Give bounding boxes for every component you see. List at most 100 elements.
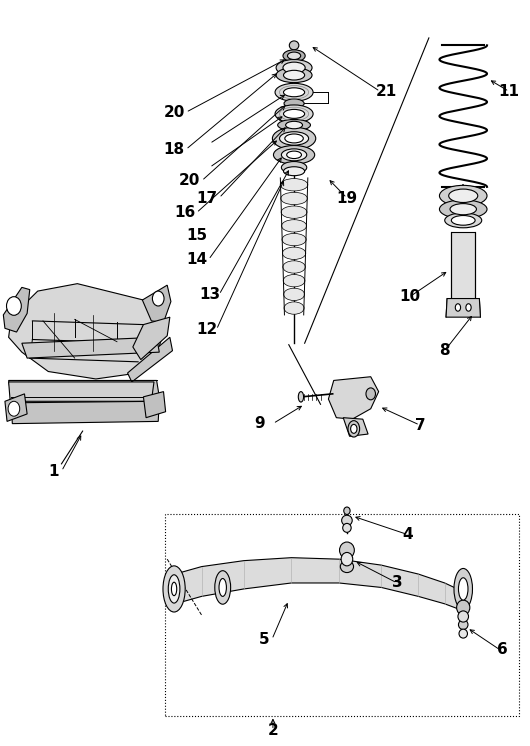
Ellipse shape [272, 128, 316, 150]
Text: 16: 16 [174, 205, 195, 220]
Polygon shape [329, 377, 378, 419]
Ellipse shape [342, 515, 352, 526]
Polygon shape [3, 287, 30, 332]
Polygon shape [343, 418, 368, 436]
Polygon shape [8, 382, 154, 401]
Ellipse shape [287, 151, 302, 159]
Ellipse shape [273, 145, 315, 164]
Ellipse shape [298, 392, 304, 402]
Text: 11: 11 [499, 84, 520, 99]
Text: 3: 3 [392, 575, 402, 591]
Polygon shape [175, 558, 461, 609]
Text: 10: 10 [400, 289, 421, 304]
Text: 2: 2 [268, 723, 278, 738]
Text: 12: 12 [196, 322, 217, 337]
Ellipse shape [351, 424, 357, 433]
Ellipse shape [450, 204, 476, 215]
Text: 17: 17 [196, 190, 217, 205]
Ellipse shape [458, 620, 468, 630]
Ellipse shape [281, 149, 307, 161]
Ellipse shape [340, 561, 354, 573]
Polygon shape [22, 337, 160, 358]
Ellipse shape [286, 122, 303, 129]
Ellipse shape [8, 401, 20, 416]
Text: 13: 13 [199, 287, 220, 302]
Polygon shape [5, 394, 27, 421]
Ellipse shape [439, 200, 487, 219]
Ellipse shape [275, 84, 313, 101]
Ellipse shape [287, 52, 301, 60]
Ellipse shape [275, 105, 313, 123]
Ellipse shape [340, 542, 355, 559]
Ellipse shape [284, 88, 305, 97]
Ellipse shape [281, 162, 307, 173]
Ellipse shape [278, 119, 311, 131]
Ellipse shape [449, 189, 478, 202]
Polygon shape [144, 392, 165, 418]
Text: 6: 6 [498, 642, 508, 657]
Ellipse shape [285, 134, 303, 143]
Ellipse shape [283, 50, 305, 62]
Ellipse shape [281, 206, 307, 219]
Ellipse shape [289, 41, 299, 50]
Ellipse shape [282, 233, 306, 245]
Bar [164, 515, 519, 715]
Ellipse shape [284, 99, 304, 108]
Polygon shape [143, 285, 171, 322]
Ellipse shape [276, 68, 312, 83]
Polygon shape [128, 337, 172, 382]
Text: 4: 4 [402, 527, 413, 542]
Ellipse shape [466, 304, 471, 311]
Ellipse shape [366, 388, 375, 400]
Ellipse shape [276, 60, 312, 76]
Ellipse shape [445, 213, 482, 228]
Ellipse shape [215, 571, 231, 604]
Ellipse shape [458, 611, 469, 622]
Ellipse shape [457, 600, 470, 615]
Ellipse shape [280, 178, 308, 191]
Text: 15: 15 [187, 228, 208, 242]
Text: 9: 9 [254, 416, 265, 431]
Ellipse shape [284, 167, 305, 175]
Polygon shape [8, 380, 160, 397]
Ellipse shape [343, 524, 351, 533]
Ellipse shape [459, 629, 467, 638]
Ellipse shape [279, 132, 308, 145]
Ellipse shape [284, 110, 305, 119]
Polygon shape [8, 283, 164, 379]
Text: 21: 21 [376, 84, 397, 99]
Ellipse shape [281, 192, 307, 204]
Text: 20: 20 [163, 105, 185, 120]
Ellipse shape [452, 216, 475, 225]
Ellipse shape [454, 568, 472, 609]
Ellipse shape [284, 70, 305, 80]
Ellipse shape [458, 577, 468, 600]
Ellipse shape [439, 185, 487, 206]
Text: 7: 7 [414, 418, 425, 433]
Ellipse shape [281, 220, 306, 232]
Ellipse shape [284, 302, 304, 314]
Ellipse shape [348, 421, 360, 437]
Text: 1: 1 [48, 464, 59, 479]
Ellipse shape [283, 261, 305, 273]
Ellipse shape [163, 566, 185, 612]
Polygon shape [446, 298, 480, 317]
Text: 8: 8 [439, 343, 450, 358]
Polygon shape [452, 231, 475, 302]
Text: 18: 18 [164, 142, 184, 157]
Ellipse shape [282, 247, 306, 260]
Ellipse shape [341, 553, 353, 566]
Ellipse shape [455, 304, 461, 311]
Polygon shape [11, 401, 160, 424]
Ellipse shape [153, 291, 164, 306]
Ellipse shape [344, 507, 350, 515]
Text: 5: 5 [259, 632, 269, 647]
Text: 20: 20 [179, 173, 201, 189]
Ellipse shape [168, 574, 180, 603]
Ellipse shape [283, 275, 305, 286]
Text: 14: 14 [187, 252, 208, 267]
Polygon shape [133, 317, 170, 360]
Ellipse shape [283, 62, 305, 73]
Ellipse shape [219, 578, 226, 596]
Text: 19: 19 [337, 190, 358, 205]
